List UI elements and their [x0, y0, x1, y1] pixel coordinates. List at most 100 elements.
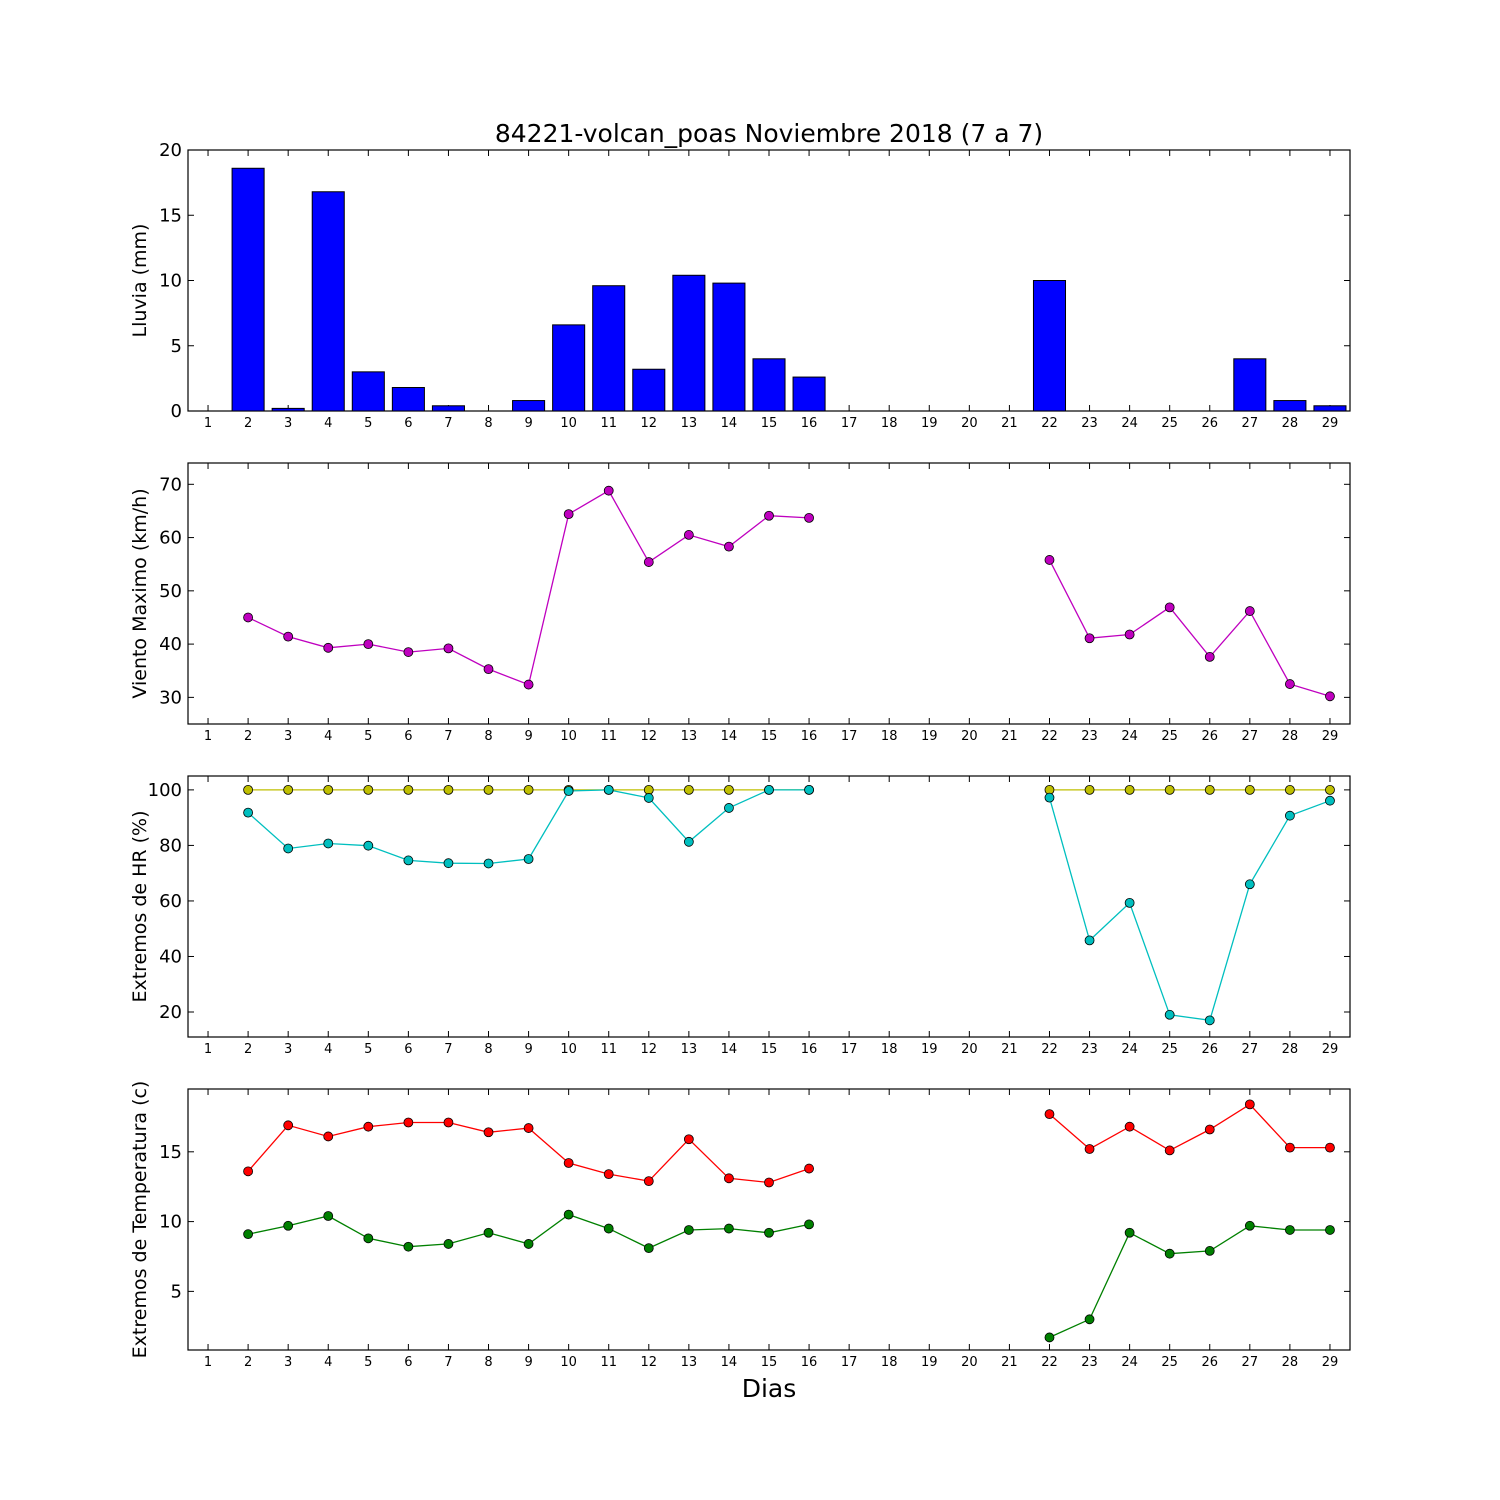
data-point — [1325, 691, 1335, 702]
bar — [672, 274, 706, 412]
bar — [712, 282, 746, 412]
data-point — [403, 855, 414, 866]
x-tick-label: 10 — [560, 1355, 577, 1370]
data-point — [1164, 602, 1175, 613]
x-tick-label: 14 — [721, 729, 738, 744]
x-tick-label: 1 — [204, 729, 212, 744]
x-tick-label: 22 — [1041, 1355, 1058, 1370]
x-tick-label: 28 — [1282, 1355, 1299, 1370]
data-point — [563, 1158, 574, 1168]
data-point — [523, 1239, 534, 1249]
series-line — [1048, 797, 1331, 1022]
x-tick-label: 12 — [641, 1355, 658, 1370]
x-tick-label: 7 — [444, 416, 452, 431]
x-tick-label: 4 — [324, 1042, 332, 1057]
x-tick-label: 17 — [841, 729, 858, 744]
data-point — [1325, 795, 1335, 806]
bar — [391, 387, 425, 412]
x-tick-label: 6 — [404, 1355, 412, 1370]
x-tick-label: 11 — [600, 729, 617, 744]
data-point — [804, 1219, 814, 1230]
x-tick-label: 3 — [284, 1042, 292, 1057]
x-tick-label: 14 — [721, 1355, 738, 1370]
series-hr-1 — [243, 784, 1335, 1026]
data-point — [683, 530, 694, 540]
data-point — [243, 807, 254, 818]
data-point — [403, 1241, 414, 1252]
data-point — [724, 1223, 734, 1234]
x-tick-label: 19 — [921, 416, 938, 431]
data-point — [1284, 810, 1295, 821]
y-tick-label: 15 — [159, 1142, 182, 1163]
data-point — [363, 840, 374, 851]
data-point — [443, 643, 454, 654]
x-tick-label: 3 — [284, 729, 292, 744]
data-point — [643, 784, 654, 795]
data-point — [764, 510, 774, 521]
data-point — [1044, 792, 1055, 803]
x-tick-label: 29 — [1322, 729, 1339, 744]
x-tick-label: 10 — [560, 416, 577, 431]
x-tick-label: 26 — [1201, 1355, 1218, 1370]
x-tick-label: 19 — [921, 729, 938, 744]
x-tick-label: 8 — [484, 1355, 492, 1370]
data-point — [483, 1127, 494, 1138]
data-point — [1204, 784, 1215, 795]
x-tick-label: 17 — [841, 1042, 858, 1057]
x-tick-label: 18 — [881, 729, 898, 744]
x-tick-label: 15 — [761, 1042, 778, 1057]
y-axis-label-lluvia: Lluvia (mm) — [129, 224, 151, 338]
data-point — [1044, 1332, 1055, 1343]
x-tick-label: 25 — [1161, 729, 1178, 744]
x-tick-label: 23 — [1081, 416, 1098, 431]
data-point — [1124, 784, 1135, 795]
y-tick-label: 30 — [159, 687, 182, 708]
y-tick-label: 70 — [159, 474, 182, 495]
data-point — [563, 509, 574, 520]
x-tick-label: 1 — [204, 1355, 212, 1370]
data-point — [363, 1121, 374, 1132]
x-axis-label: Dias — [742, 1374, 797, 1403]
x-tick-label: 24 — [1121, 416, 1138, 431]
data-point — [323, 838, 334, 849]
x-tick-label: 22 — [1041, 1042, 1058, 1057]
x-tick-label: 9 — [524, 729, 532, 744]
y-tick-label: 60 — [159, 528, 182, 549]
x-tick-label: 24 — [1121, 729, 1138, 744]
data-point — [443, 784, 454, 795]
data-point — [1244, 784, 1255, 795]
x-tick-label: 11 — [600, 1042, 617, 1057]
data-point — [764, 1227, 774, 1238]
bar — [552, 324, 586, 412]
y-tick-label: 40 — [159, 946, 182, 967]
x-tick-label: 14 — [721, 1042, 738, 1057]
x-tick-label: 2 — [244, 1042, 252, 1057]
data-point — [363, 784, 374, 795]
x-tick-label: 3 — [284, 416, 292, 431]
data-point — [1204, 1015, 1215, 1026]
data-point — [1124, 1227, 1135, 1238]
data-point — [643, 1243, 654, 1254]
x-tick-label: 1 — [204, 1042, 212, 1057]
x-tick-label: 5 — [364, 1042, 372, 1057]
plot-area-temperatura — [187, 1088, 1351, 1351]
data-point — [683, 836, 694, 847]
x-tick-label: 15 — [761, 416, 778, 431]
y-axis-label-viento: Viento Maximo (km/h) — [129, 488, 151, 698]
x-tick-label: 4 — [324, 416, 332, 431]
bar — [512, 400, 546, 412]
y-tick-label: 60 — [159, 891, 182, 912]
data-point — [603, 1223, 614, 1234]
x-tick-label: 8 — [484, 416, 492, 431]
x-tick-label: 26 — [1201, 1042, 1218, 1057]
y-tick-label: 80 — [159, 835, 182, 856]
data-point — [323, 784, 334, 795]
x-tick-label: 16 — [801, 416, 818, 431]
data-point — [1204, 1124, 1215, 1135]
x-tick-label: 21 — [1001, 729, 1018, 744]
data-point — [1204, 651, 1215, 662]
y-tick-label: 10 — [159, 271, 182, 292]
